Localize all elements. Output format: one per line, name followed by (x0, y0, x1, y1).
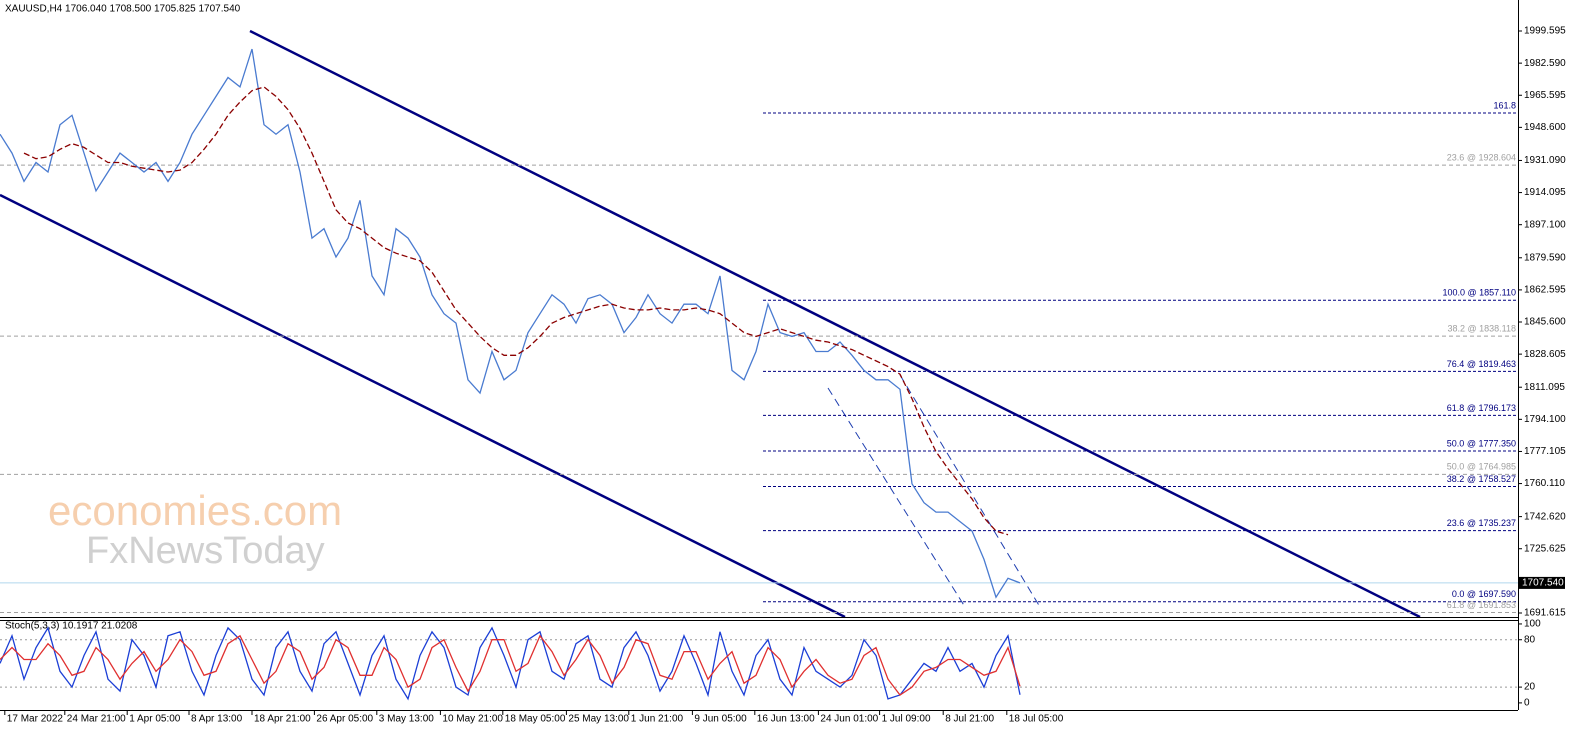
y-tick-label: 1897.100 (1524, 219, 1566, 230)
y-tick-label: 1948.600 (1524, 122, 1566, 133)
channel-line (899, 374, 1041, 608)
y-tick-label: 0 (1524, 698, 1530, 709)
y-tick-label: 1965.595 (1524, 90, 1566, 101)
stoch-title: Stoch(5,3,3) 10.1917 21.0208 (5, 621, 138, 632)
x-tick-label: 9 Jun 05:00 (694, 714, 747, 725)
y-tick-label: 1862.595 (1524, 285, 1566, 296)
series-line (0, 48, 1021, 599)
y-tick-label: 1999.595 (1524, 26, 1566, 37)
y-tick-label: 1794.100 (1524, 414, 1566, 425)
y-tick-label: 1725.625 (1524, 543, 1566, 554)
fib-label: 161.8 (1493, 100, 1516, 110)
x-tick-label: 3 May 13:00 (379, 714, 434, 725)
x-tick-label: 16 Jun 13:00 (757, 714, 815, 725)
x-tick-label: 25 May 13:00 (568, 714, 629, 725)
x-tick-label: 17 Mar 2022 (7, 714, 64, 725)
y-tick-label: 20 (1524, 682, 1536, 693)
y-tick-label: 1742.620 (1524, 511, 1566, 522)
y-tick-label: 1777.105 (1524, 446, 1566, 457)
last-price-box (1519, 576, 1565, 589)
header: XAUUSD,H4 1706.040 1708.500 1705.825 170… (5, 4, 241, 15)
fib-label: 38.2 @ 1758.527 (1447, 474, 1516, 484)
fib-label: 0.0 @ 1697.590 (1452, 589, 1516, 599)
x-tick-label: 18 Jul 05:00 (1009, 714, 1064, 725)
watermark: FxNewsToday (86, 530, 325, 572)
y-tick-label: 1811.095 (1524, 382, 1565, 393)
series-line (0, 626, 1021, 701)
watermark: economies.com (48, 487, 342, 534)
y-tick-label: 1845.600 (1524, 317, 1566, 328)
x-tick-label: 18 May 05:00 (505, 714, 566, 725)
axes (0, 0, 1519, 711)
fib-label: 23.6 @ 1735.237 (1447, 518, 1516, 528)
y-tick-label: 1760.110 (1524, 478, 1565, 489)
fib-label: 100.0 @ 1857.110 (1442, 288, 1516, 298)
y-tick-label: 1691.615 (1524, 608, 1566, 619)
fib-label: 23.6 @ 1928.604 (1447, 153, 1516, 163)
last-price-label: 1707.540 (1522, 578, 1564, 589)
x-tick-label: 8 Apr 13:00 (191, 714, 243, 725)
x-tick-label: 24 Mar 21:00 (67, 714, 126, 725)
y-tick-label: 100 (1524, 619, 1541, 630)
y-tick-label: 1914.095 (1524, 187, 1566, 198)
x-tick-label: 1 Apr 05:00 (129, 714, 181, 725)
y-tick-label: 1982.590 (1524, 58, 1566, 69)
series-line (0, 634, 1021, 696)
y-tick-label: 1879.590 (1524, 252, 1566, 263)
x-tick-label: 8 Jul 21:00 (945, 714, 994, 725)
x-tick-label: 1 Jun 21:00 (631, 714, 684, 725)
x-tick-label: 10 May 21:00 (442, 714, 503, 725)
x-tick-label: 18 Apr 21:00 (254, 714, 311, 725)
y-tick-label: 1828.605 (1524, 349, 1566, 360)
fib-label: 61.8 @ 1691.853 (1447, 600, 1516, 610)
fib-label: 76.4 @ 1819.463 (1447, 359, 1516, 369)
channel-line (827, 387, 966, 608)
y-tick-label: 1931.090 (1524, 155, 1566, 166)
channel-line (0, 193, 846, 619)
series-line (23, 86, 1009, 536)
y-tick-label: 80 (1524, 634, 1536, 645)
fib-label: 38.2 @ 1838.118 (1447, 324, 1516, 334)
fib-label: 61.8 @ 1796.173 (1447, 403, 1516, 413)
x-tick-label: 24 Jun 01:00 (820, 714, 878, 725)
x-tick-label: 26 Apr 05:00 (316, 714, 373, 725)
fib-label: 50.0 @ 1764.985 (1447, 462, 1516, 472)
channel-line (249, 29, 1421, 619)
x-tick-label: 1 Jul 09:00 (882, 714, 931, 725)
fib-label: 50.0 @ 1777.350 (1447, 438, 1516, 448)
